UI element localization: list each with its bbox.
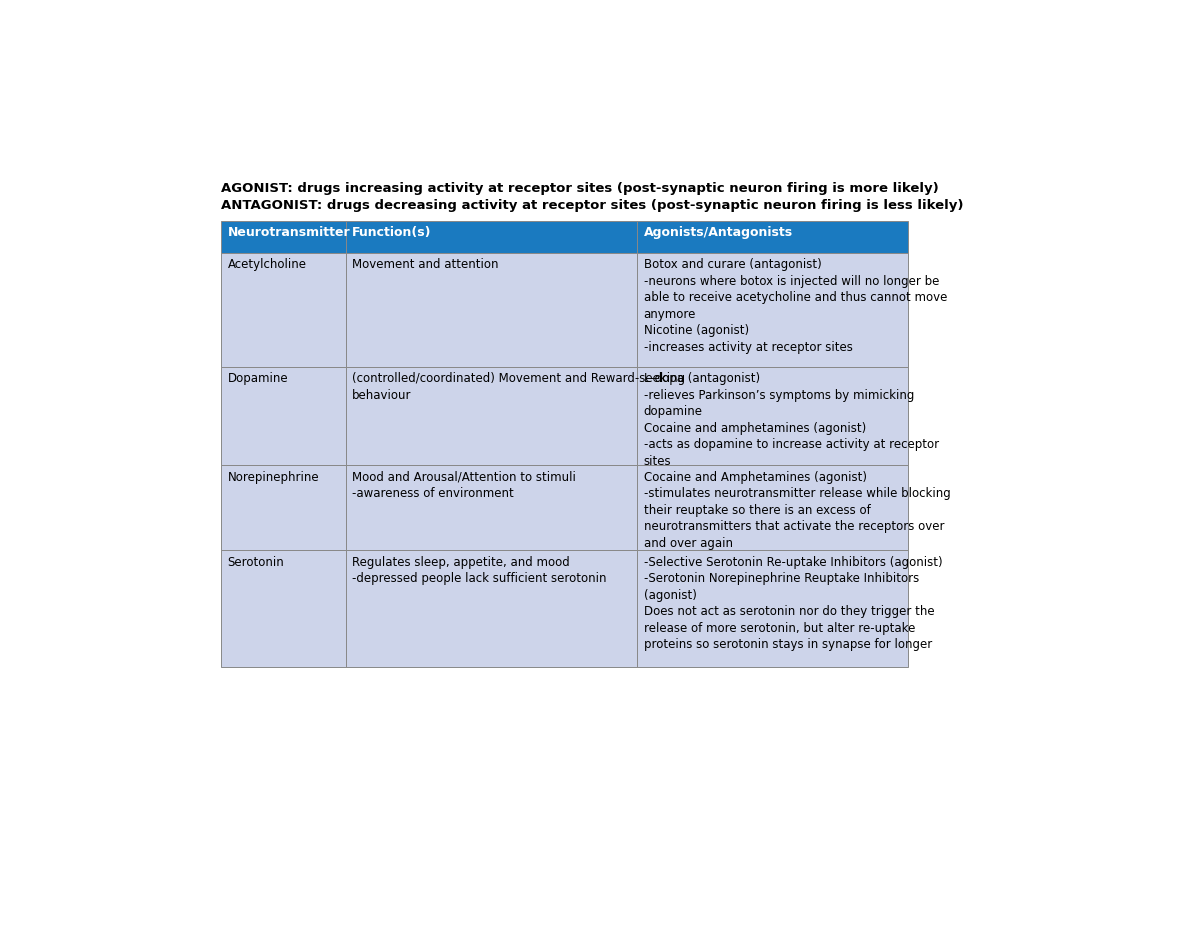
Text: AGONIST: drugs increasing activity at receptor sites (post-synaptic neuron firin: AGONIST: drugs increasing activity at re… [221, 182, 940, 195]
Text: -Selective Serotonin Re-uptake Inhibitors (agonist)
-Serotonin Norepinephrine Re: -Selective Serotonin Re-uptake Inhibitor… [643, 555, 942, 651]
Text: L-dopa (antagonist)
-relieves Parkinson’s symptoms by mimicking
dopamine
Cocaine: L-dopa (antagonist) -relieves Parkinson’… [643, 373, 938, 468]
Text: Movement and attention: Movement and attention [353, 259, 499, 272]
Bar [637, 221, 908, 253]
Bar [221, 550, 346, 667]
Bar [637, 367, 908, 465]
Bar [346, 367, 637, 465]
Bar [221, 253, 346, 367]
Text: Botox and curare (antagonist)
-neurons where botox is injected will no longer be: Botox and curare (antagonist) -neurons w… [643, 259, 947, 354]
Text: Function(s): Function(s) [353, 226, 432, 239]
Text: (controlled/coordinated) Movement and Reward-seeking
behaviour: (controlled/coordinated) Movement and Re… [353, 373, 685, 401]
Bar [637, 253, 908, 367]
Bar [637, 550, 908, 667]
Text: ANTAGONIST: drugs decreasing activity at receptor sites (post-synaptic neuron fi: ANTAGONIST: drugs decreasing activity at… [221, 199, 964, 212]
Bar [346, 550, 637, 667]
Text: Dopamine: Dopamine [228, 373, 288, 386]
Text: Cocaine and Amphetamines (agonist)
-stimulates neurotransmitter release while bl: Cocaine and Amphetamines (agonist) -stim… [643, 471, 950, 550]
Bar [221, 367, 346, 465]
Bar [221, 465, 346, 550]
Bar [221, 221, 346, 253]
Bar [637, 465, 908, 550]
Text: Agonists/Antagonists: Agonists/Antagonists [643, 226, 793, 239]
Text: Norepinephrine: Norepinephrine [228, 471, 319, 484]
Text: Acetylcholine: Acetylcholine [228, 259, 306, 272]
Text: Neurotransmitter: Neurotransmitter [228, 226, 350, 239]
Bar [346, 465, 637, 550]
Text: Regulates sleep, appetite, and mood
-depressed people lack sufficient serotonin: Regulates sleep, appetite, and mood -dep… [353, 555, 607, 585]
Text: Mood and Arousal/Attention to stimuli
-awareness of environment: Mood and Arousal/Attention to stimuli -a… [353, 471, 576, 501]
Bar [346, 253, 637, 367]
Bar [346, 221, 637, 253]
Text: Serotonin: Serotonin [228, 555, 284, 568]
